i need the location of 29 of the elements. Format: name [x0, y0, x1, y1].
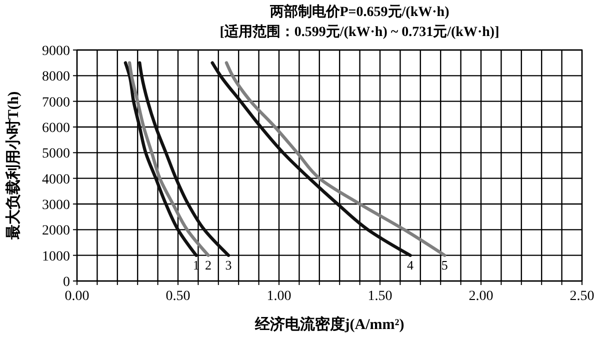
y-axis-title: 最大负载利用小时T(h) — [5, 91, 22, 241]
series-label: 3 — [225, 257, 232, 272]
line-series — [138, 61, 230, 257]
y-tick-label: 7000 — [42, 95, 70, 110]
y-tick-label: 8000 — [42, 70, 70, 85]
y-tick-label: 3000 — [42, 198, 70, 213]
line-series — [128, 61, 210, 257]
y-tick-label: 9000 — [42, 44, 70, 59]
x-tick-label: 1.50 — [368, 289, 392, 304]
series-label: 2 — [205, 257, 212, 272]
y-tick-label: 4000 — [42, 172, 70, 188]
y-tick-label: 2000 — [42, 224, 70, 239]
chart-title: 两部制电价P=0.659元/(kW·h) — [268, 3, 450, 20]
y-tick-label: 6000 — [42, 121, 70, 136]
x-tick-label: 1.00 — [266, 289, 292, 304]
line-series — [224, 61, 446, 257]
y-tick-label: 0 — [63, 275, 70, 290]
chart-subtitle: [适用范围：0.599元/(kW·h) ~ 0.731元/(kW·h)] — [220, 23, 500, 40]
x-tick-label: 2.50 — [570, 289, 594, 304]
x-axis-title: 经济电流密度j(A/mm²) — [254, 315, 404, 333]
y-tick-label: 1000 — [42, 249, 70, 264]
line-series — [124, 61, 198, 257]
series-label: 4 — [407, 257, 414, 272]
x-tick-label: 0.00 — [64, 289, 90, 304]
x-tick-label: 2.00 — [468, 289, 494, 304]
series-label: 5 — [441, 257, 448, 272]
y-tick-label: 5000 — [42, 146, 70, 162]
x-tick-label: 0.50 — [166, 289, 190, 304]
line-series — [210, 61, 412, 257]
